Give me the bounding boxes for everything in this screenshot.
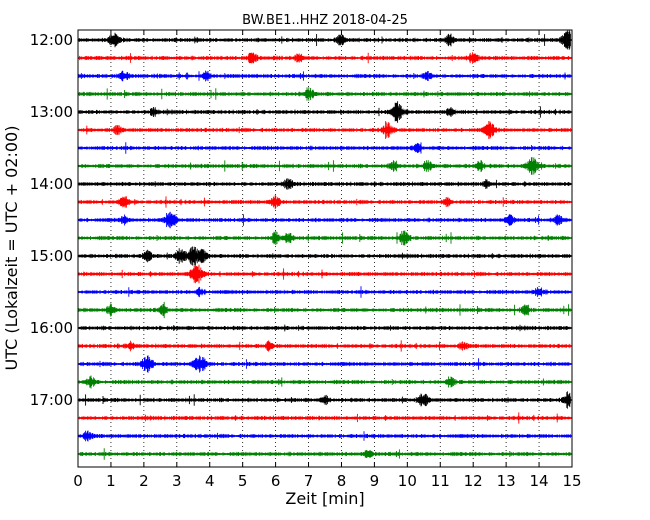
plot-frame [77, 29, 573, 468]
x-tick-label: 2 [139, 472, 149, 490]
x-tick-label: 9 [370, 472, 380, 490]
trace-1715 [78, 412, 572, 424]
trace-1315 [78, 121, 572, 139]
trace-1200 [78, 30, 572, 50]
trace-1630 [78, 355, 572, 373]
x-tick-label: 15 [562, 472, 581, 490]
trace-1430 [78, 211, 572, 229]
y-tick-label: 16:00 [30, 319, 73, 337]
y-tick-label: 15:00 [30, 247, 73, 265]
trace-1245 [78, 87, 572, 101]
y-tick-label: 13:00 [30, 103, 73, 121]
chart-title: BW.BE1..HHZ 2018-04-25 [242, 13, 408, 28]
trace-1730 [78, 430, 572, 442]
x-tick-label: 8 [337, 472, 347, 490]
trace-1400 [78, 178, 572, 190]
y-axis-label: UTC (Lokalzeit = UTC + 02:00) [2, 126, 21, 371]
x-tick-label: 3 [172, 472, 182, 490]
x-axis: 0 1 2 3 4 5 6 7 8 9 10 11 12 13 14 15 [73, 30, 582, 490]
trace-1445 [78, 230, 572, 246]
x-tick-label: 14 [530, 472, 549, 490]
x-tick-label: 13 [497, 472, 516, 490]
x-tick-label: 1 [106, 472, 116, 490]
trace-1500 [78, 246, 572, 266]
trace-1415 [78, 194, 572, 210]
trace-1545 [78, 301, 572, 319]
trace-1745 [78, 448, 572, 460]
x-tick-label: 12 [464, 472, 483, 490]
y-axis: 12:00 13:00 14:00 15:00 16:00 17:00 [30, 31, 572, 409]
trace-1230 [78, 70, 572, 82]
x-tick-label: 10 [398, 472, 417, 490]
x-tick-label: 7 [304, 472, 314, 490]
y-tick-label: 17:00 [30, 391, 73, 409]
trace-1700 [78, 391, 572, 409]
x-tick-label: 11 [431, 472, 450, 490]
trace-1600 [78, 324, 572, 332]
y-tick-label: 14:00 [30, 175, 73, 193]
y-tick-label: 12:00 [30, 31, 73, 49]
x-tick-label: 0 [73, 472, 83, 490]
trace-1530 [78, 286, 572, 298]
trace-1330 [78, 142, 572, 154]
x-axis-label: Zeit [min] [285, 489, 364, 508]
grid [110, 30, 540, 467]
x-tick-label: 6 [271, 472, 281, 490]
trace-1215 [78, 52, 572, 64]
seismogram-traces [78, 30, 572, 460]
trace-1645 [78, 375, 572, 389]
trace-1345 [78, 157, 572, 175]
trace-1615 [78, 340, 572, 352]
x-tick-label: 4 [205, 472, 215, 490]
x-tick-label: 5 [238, 472, 248, 490]
trace-1515 [78, 264, 572, 284]
trace-1300 [78, 101, 572, 123]
